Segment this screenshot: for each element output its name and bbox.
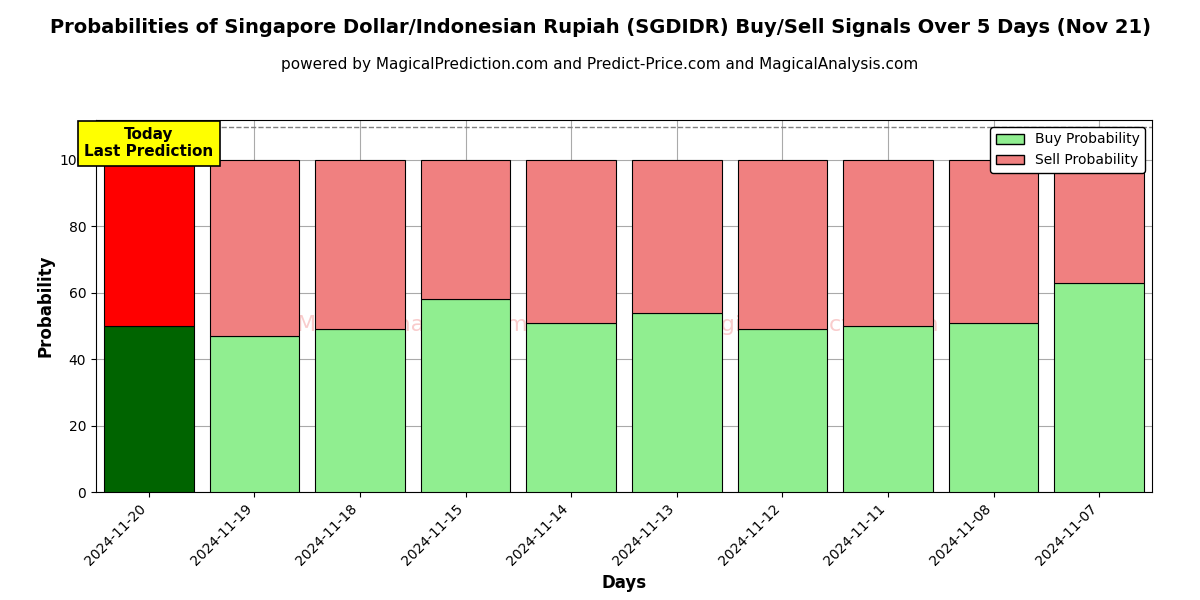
Y-axis label: Probability: Probability: [36, 255, 54, 357]
Bar: [738, 160, 827, 329]
Legend: Buy Probability, Sell Probability: Buy Probability, Sell Probability: [990, 127, 1145, 173]
Bar: [738, 329, 827, 492]
Text: powered by MagicalPrediction.com and Predict-Price.com and MagicalAnalysis.com: powered by MagicalPrediction.com and Pre…: [281, 57, 919, 72]
Bar: [527, 160, 616, 323]
Bar: [421, 299, 510, 492]
Bar: [210, 160, 299, 336]
Bar: [844, 160, 932, 326]
Bar: [104, 326, 193, 492]
Bar: [632, 313, 721, 492]
Bar: [949, 160, 1038, 323]
X-axis label: Days: Days: [601, 574, 647, 592]
Bar: [949, 323, 1038, 492]
Bar: [210, 336, 299, 492]
Bar: [844, 326, 932, 492]
Bar: [1055, 160, 1144, 283]
Bar: [316, 329, 404, 492]
Bar: [632, 160, 721, 313]
Bar: [527, 323, 616, 492]
Bar: [421, 160, 510, 299]
Text: MagicalAnalysis.com: MagicalAnalysis.com: [296, 314, 529, 335]
Bar: [104, 160, 193, 326]
Bar: [316, 160, 404, 329]
Text: Probabilities of Singapore Dollar/Indonesian Rupiah (SGDIDR) Buy/Sell Signals Ov: Probabilities of Singapore Dollar/Indone…: [49, 18, 1151, 37]
Bar: [1055, 283, 1144, 492]
Text: MagicalPrediction.com: MagicalPrediction.com: [689, 314, 940, 335]
Text: Today
Last Prediction: Today Last Prediction: [84, 127, 214, 160]
